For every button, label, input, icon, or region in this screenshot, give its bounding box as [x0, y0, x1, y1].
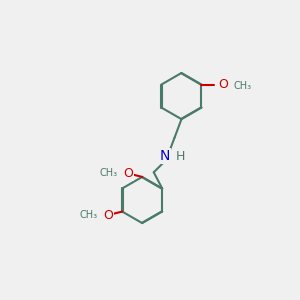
Text: CH₃: CH₃ [234, 81, 252, 91]
Text: N: N [160, 149, 170, 163]
Text: H: H [176, 150, 185, 163]
Text: O: O [103, 208, 113, 221]
Text: CH₃: CH₃ [100, 168, 118, 178]
Text: O: O [123, 167, 133, 180]
Text: O: O [218, 78, 228, 91]
Text: CH₃: CH₃ [80, 210, 98, 220]
